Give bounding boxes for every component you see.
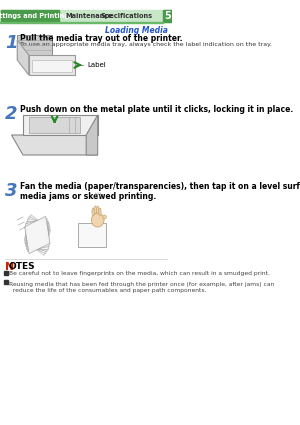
Bar	[1, 10, 59, 22]
Text: Maintenance: Maintenance	[65, 13, 113, 19]
Ellipse shape	[92, 208, 94, 216]
Polygon shape	[86, 115, 98, 155]
Text: Fan the media (paper/transparencies), then tap it on a level surface to avoid
me: Fan the media (paper/transparencies), th…	[20, 182, 300, 201]
Ellipse shape	[99, 208, 101, 216]
Ellipse shape	[97, 206, 99, 214]
Text: 1: 1	[5, 34, 18, 52]
Bar	[0, 22, 163, 23]
Polygon shape	[78, 223, 106, 247]
Polygon shape	[25, 216, 50, 254]
Text: 5: 5	[164, 11, 171, 21]
Text: Label: Label	[87, 62, 106, 68]
Text: Settings and Printing: Settings and Printing	[0, 13, 69, 19]
Text: Reusing media that has been fed through the printer once (for example, after jam: Reusing media that has been fed through …	[9, 282, 274, 293]
Text: Push down on the metal plate until it clicks, locking it in place.: Push down on the metal plate until it cl…	[20, 105, 293, 114]
Ellipse shape	[92, 213, 104, 227]
Text: 3: 3	[5, 182, 18, 200]
Polygon shape	[26, 218, 49, 252]
Text: N: N	[4, 262, 14, 272]
Polygon shape	[26, 221, 48, 249]
Polygon shape	[11, 135, 98, 155]
Text: Specifications: Specifications	[100, 13, 152, 19]
Polygon shape	[32, 60, 72, 72]
Polygon shape	[17, 35, 52, 60]
Bar	[163, 10, 172, 22]
Text: OTES: OTES	[9, 262, 35, 271]
Polygon shape	[17, 40, 29, 75]
Polygon shape	[25, 216, 50, 254]
Text: Pull the media tray out of the printer.: Pull the media tray out of the printer.	[20, 34, 183, 43]
Ellipse shape	[103, 215, 106, 219]
Text: Be careful not to leave fingerprints on the media, which can result in a smudged: Be careful not to leave fingerprints on …	[9, 270, 269, 275]
Text: Loading Media: Loading Media	[105, 26, 168, 35]
Polygon shape	[29, 117, 80, 133]
Polygon shape	[23, 115, 98, 135]
Ellipse shape	[94, 206, 97, 214]
Polygon shape	[26, 218, 49, 252]
Bar	[0, 10, 172, 22]
Polygon shape	[24, 215, 51, 255]
Polygon shape	[29, 55, 75, 75]
Text: To use an appropriate media tray, always check the label indication on the tray.: To use an appropriate media tray, always…	[20, 42, 272, 47]
Text: 2: 2	[5, 105, 18, 123]
